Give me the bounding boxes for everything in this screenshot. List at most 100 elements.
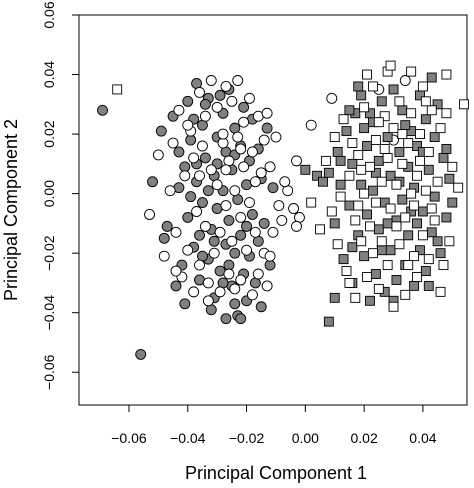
open-circle-point — [305, 119, 317, 131]
open-circle-point — [152, 149, 164, 161]
open-square-point — [409, 251, 420, 262]
open-circle-point — [235, 211, 247, 223]
open-square-point — [112, 84, 123, 95]
filled-square-point — [394, 146, 405, 157]
filled-square-point — [370, 167, 381, 178]
y-axis-label: Principal Component 2 — [1, 119, 21, 301]
filled-circle-point — [235, 229, 247, 241]
open-square-point — [432, 176, 443, 187]
open-square-point — [347, 138, 358, 148]
y-tick-label: −0.06 — [41, 354, 57, 390]
open-circle-point — [173, 104, 185, 116]
open-circle-point — [235, 143, 247, 155]
filled-circle-point — [173, 146, 185, 158]
filled-square-point — [447, 197, 458, 208]
filled-square-point — [423, 164, 434, 175]
x-tick-label: 0.04 — [409, 430, 436, 446]
open-circle-point — [211, 101, 223, 113]
open-square-point — [453, 182, 464, 193]
filled-square-point — [420, 266, 431, 276]
open-circle-point — [255, 167, 267, 179]
filled-square-point — [329, 292, 340, 303]
open-square-point — [447, 161, 458, 172]
open-square-point — [435, 123, 446, 134]
open-circle-point — [217, 128, 229, 140]
open-circle-point — [188, 286, 200, 298]
plot-frame — [78, 14, 468, 406]
filled-circle-point — [194, 229, 205, 241]
filled-circle-point — [238, 101, 250, 113]
open-square-point — [344, 170, 355, 181]
open-circle-point — [211, 179, 223, 191]
filled-circle-point — [182, 95, 194, 107]
open-circle-point — [223, 268, 235, 280]
open-square-point — [359, 102, 370, 113]
filled-square-point — [415, 245, 425, 256]
filled-square-point — [444, 173, 455, 184]
open-circle-point — [220, 200, 232, 211]
open-circle-point — [191, 206, 203, 217]
open-square-point — [376, 176, 387, 187]
filled-square-point — [365, 295, 375, 306]
filled-square-point — [391, 275, 402, 285]
open-square-point — [406, 108, 417, 119]
filled-square-point — [356, 179, 367, 190]
filled-circle-point — [199, 152, 211, 164]
open-square-point — [409, 200, 420, 211]
open-circle-point — [232, 75, 244, 86]
open-circle-point — [279, 176, 291, 188]
filled-circle-point — [147, 176, 158, 188]
open-circle-point — [232, 131, 244, 143]
y-tick-label: 0.00 — [41, 180, 57, 207]
open-circle-point — [170, 226, 182, 238]
open-square-point — [367, 81, 378, 92]
open-circle-point — [238, 116, 250, 128]
filled-circle-point — [155, 125, 167, 137]
open-square-point — [382, 260, 393, 271]
filled-square-point — [382, 218, 393, 229]
open-square-point — [341, 266, 352, 276]
open-square-point — [353, 149, 364, 160]
open-circle-point — [276, 214, 288, 226]
filled-square-point — [429, 191, 440, 202]
open-square-point — [429, 215, 440, 226]
open-square-point — [344, 277, 355, 288]
filled-circle-point — [246, 209, 258, 220]
open-circle-point — [249, 226, 261, 238]
open-circle-point — [326, 92, 338, 104]
filled-square-point — [400, 120, 411, 131]
x-axis-label: Principal Component 1 — [185, 463, 367, 483]
x-tick-label: −0.06 — [111, 430, 147, 446]
open-circle-point — [226, 235, 238, 247]
filled-square-point — [332, 146, 343, 157]
open-circle-point — [294, 211, 305, 223]
open-circle-point — [223, 155, 235, 167]
filled-square-point — [338, 254, 349, 265]
filled-square-point — [432, 99, 443, 110]
open-square-point — [332, 239, 343, 250]
filled-square-point — [370, 269, 381, 279]
filled-square-point — [323, 316, 334, 327]
x-tick-label: 0.00 — [292, 430, 319, 446]
open-square-point — [385, 60, 396, 71]
open-square-point — [415, 155, 425, 166]
open-square-point — [397, 158, 408, 169]
filled-circle-point — [229, 122, 241, 134]
filled-square-point — [362, 209, 373, 220]
filled-circle-point — [199, 98, 211, 110]
filled-square-point — [359, 251, 370, 262]
open-square-point — [350, 215, 361, 226]
open-square-point — [406, 66, 417, 77]
open-circle-point — [199, 220, 211, 232]
open-square-point — [353, 200, 364, 211]
open-circle-point — [246, 289, 258, 301]
open-square-point — [367, 248, 378, 259]
filled-circle-point — [185, 191, 197, 203]
open-square-point — [379, 111, 390, 122]
open-circle-point — [291, 220, 302, 232]
open-circle-point — [158, 250, 170, 262]
filled-circle-point — [197, 250, 208, 262]
open-square-point — [417, 230, 428, 241]
open-square-point — [376, 236, 387, 247]
filled-circle-point — [217, 277, 229, 289]
